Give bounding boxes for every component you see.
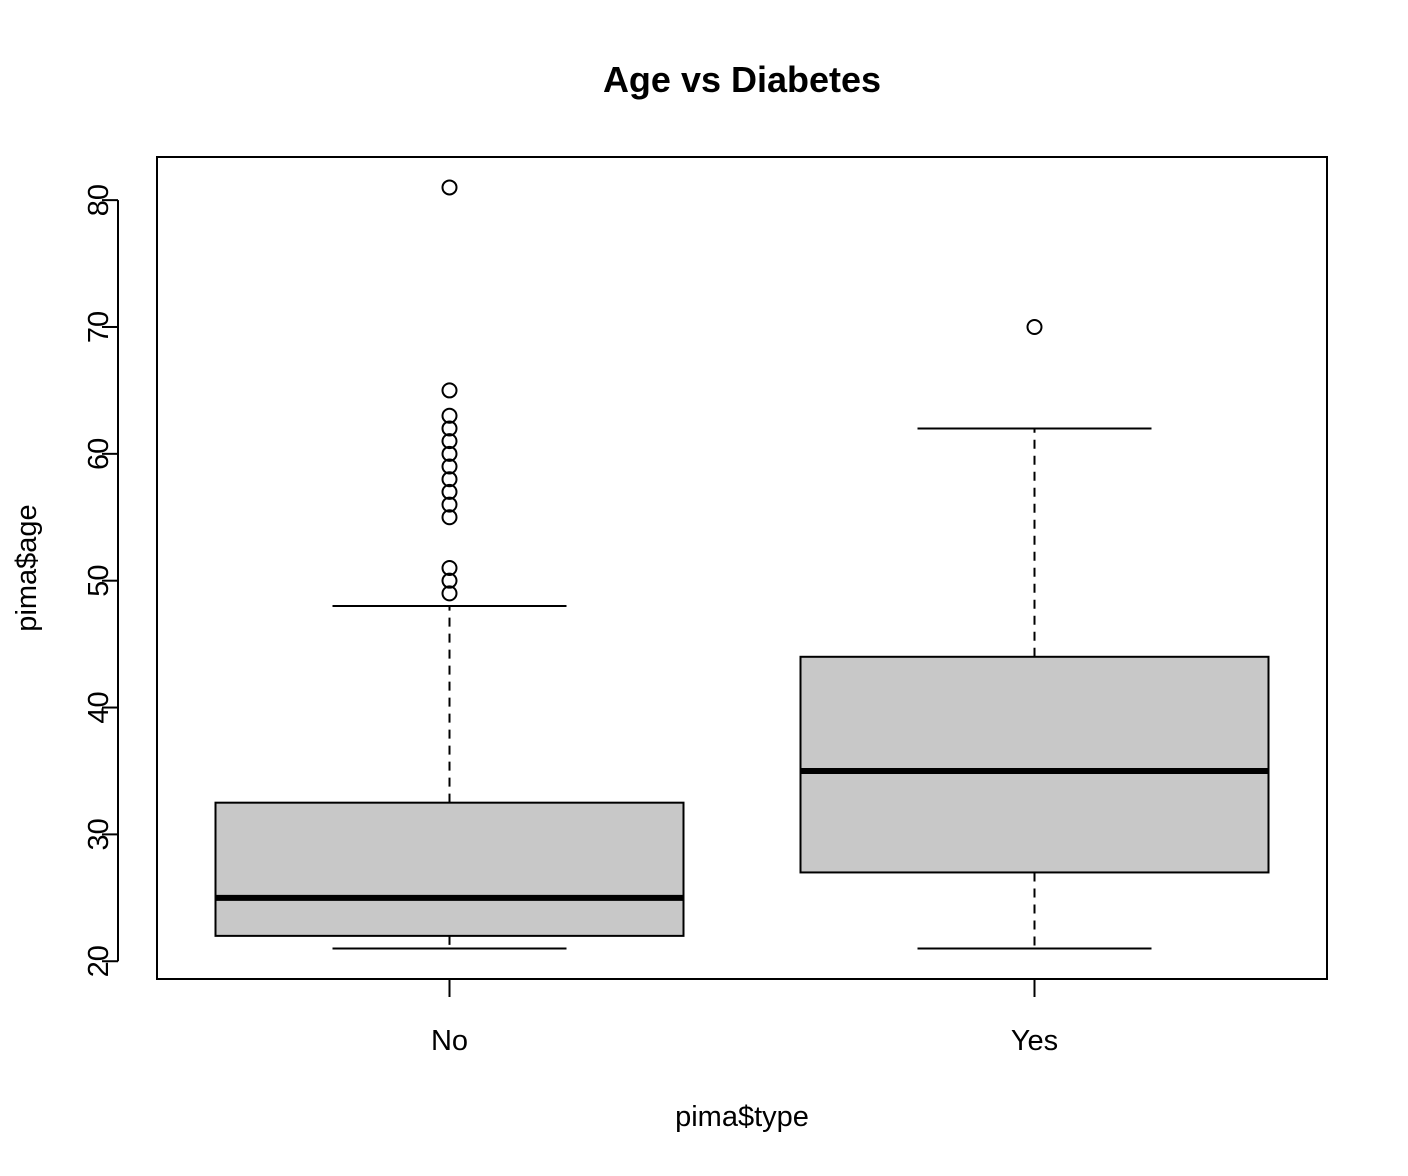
outlier-point xyxy=(441,179,458,196)
outlier-point xyxy=(441,382,458,399)
x-axis-label: pima$type xyxy=(675,1101,809,1133)
outlier-point xyxy=(441,433,458,450)
y-axis-label: pima$age xyxy=(11,504,43,631)
y-tick-label: 30 xyxy=(83,818,115,850)
y-tick-label: 20 xyxy=(83,945,115,977)
outlier-point xyxy=(441,471,458,488)
box-yes xyxy=(799,318,1270,950)
outlier-point xyxy=(441,407,458,424)
outlier-point xyxy=(441,572,458,589)
iqr-box xyxy=(799,655,1270,874)
iqr-box xyxy=(214,801,685,937)
outlier-point xyxy=(441,483,458,500)
outlier-point xyxy=(441,445,458,462)
outlier-point xyxy=(1026,318,1043,335)
outlier-point xyxy=(441,560,458,576)
outlier-point xyxy=(441,585,458,602)
y-tick-label: 50 xyxy=(83,565,115,597)
y-tick-label: 80 xyxy=(83,184,115,216)
outlier-point xyxy=(441,509,458,526)
y-tick-label: 70 xyxy=(83,311,115,343)
x-axis: No Yes xyxy=(431,978,1058,1057)
x-tick-label: Yes xyxy=(1011,1025,1058,1057)
x-tick-label: No xyxy=(431,1025,468,1057)
y-axis: 20 30 40 50 60 70 80 xyxy=(83,184,119,977)
outlier-point xyxy=(441,458,458,475)
boxes-layer xyxy=(214,179,1270,950)
box-no xyxy=(214,179,685,950)
outlier-point xyxy=(441,496,458,513)
y-tick-label: 40 xyxy=(83,691,115,723)
y-tick-label: 60 xyxy=(83,438,115,470)
outlier-point xyxy=(441,420,458,437)
chart-title: Age vs Diabetes xyxy=(603,59,881,100)
